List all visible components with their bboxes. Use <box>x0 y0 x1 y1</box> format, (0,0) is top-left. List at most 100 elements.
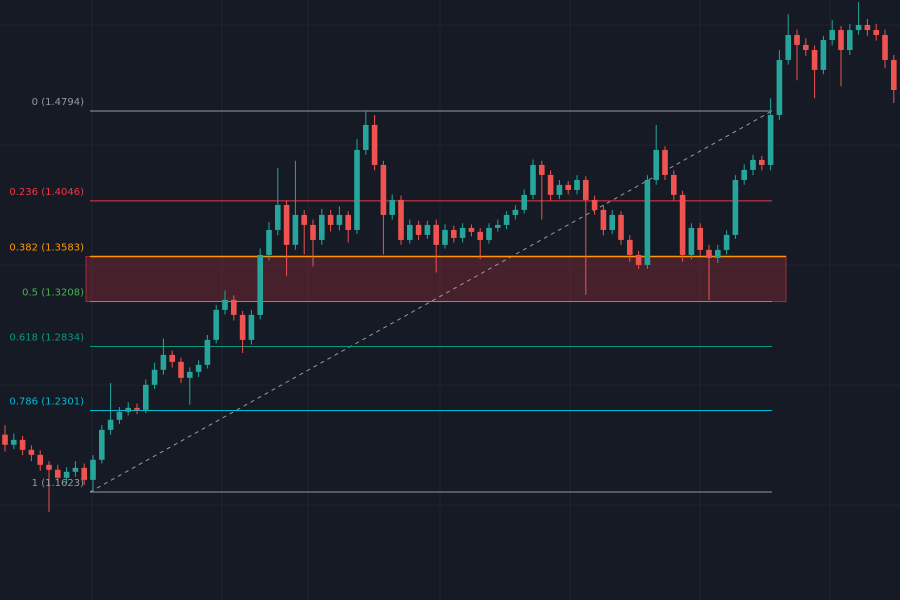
candle-body <box>838 30 844 50</box>
candle-body <box>292 214 299 245</box>
candle-body <box>820 40 827 70</box>
candle-body <box>591 199 598 210</box>
candle-body <box>477 231 483 240</box>
candle-body <box>556 184 563 195</box>
candle-body <box>266 229 272 255</box>
fib-labels: 0 (1.4794) 0.236 (1.4046) 0.382 (1.3583) 0.… <box>9 97 84 489</box>
candle-body <box>750 159 756 170</box>
candle-body <box>275 204 281 230</box>
candle-body <box>99 429 105 460</box>
candle-body <box>565 184 571 190</box>
candle-body <box>380 164 387 215</box>
fib-level-label: 0.5 (1.3208) <box>22 288 84 299</box>
candle-body <box>134 407 140 410</box>
candle-body <box>688 227 695 255</box>
candle-body <box>794 34 800 45</box>
candles <box>2 2 897 512</box>
candle-body <box>37 454 43 465</box>
candle-body <box>811 49 818 70</box>
fib-level-label: 0 (1.4794) <box>32 97 84 108</box>
candle-body <box>847 30 853 50</box>
fib-level-label: 0.382 (1.3583) <box>9 243 84 254</box>
candle-body <box>90 459 96 480</box>
candle-body <box>512 209 519 215</box>
candle-body <box>143 384 149 410</box>
candle-body <box>222 299 228 310</box>
candle-body <box>829 30 835 41</box>
candle-body <box>679 194 686 255</box>
candle-body <box>706 249 712 258</box>
candle-body <box>662 149 668 175</box>
candle-body <box>19 439 26 450</box>
candle-body <box>855 24 862 31</box>
candle-body <box>363 124 369 150</box>
candle-body <box>486 227 492 240</box>
candle-body <box>644 179 651 265</box>
candle-body <box>433 224 439 245</box>
candle-body <box>187 371 193 378</box>
fib-level-label: 0.786 (1.2301) <box>9 397 84 408</box>
candle-body <box>530 164 536 195</box>
candle-body <box>239 314 246 340</box>
candle-body <box>319 214 325 240</box>
candle-body <box>785 34 791 60</box>
candle-body <box>310 224 316 240</box>
candle-body <box>72 467 79 472</box>
candle-body <box>231 299 237 315</box>
candle-body <box>213 309 219 340</box>
candle-body <box>336 214 343 225</box>
candle-body <box>723 234 730 250</box>
candle-body <box>283 204 290 245</box>
candle-body <box>609 214 615 230</box>
candle-body <box>732 179 739 235</box>
candle-body <box>125 407 131 412</box>
candle-body <box>46 464 52 470</box>
candle-body <box>81 467 87 480</box>
candle-body <box>371 124 378 165</box>
candle-body <box>451 229 457 238</box>
candle-body <box>503 214 510 225</box>
candle-body <box>759 159 765 165</box>
candle-body <box>891 59 897 90</box>
candle-body <box>574 179 580 190</box>
candle-body <box>398 199 404 240</box>
candle-body <box>345 214 351 230</box>
candle-body <box>495 224 501 228</box>
candle-body <box>882 34 888 60</box>
fib-level-label: 0.618 (1.2834) <box>9 332 84 343</box>
candle-body <box>521 194 527 210</box>
candle-body <box>671 174 677 195</box>
candle-body <box>803 44 809 50</box>
candle-body <box>169 354 175 362</box>
candle-body <box>151 369 158 385</box>
candle-body <box>741 169 747 180</box>
candle-body <box>767 114 774 165</box>
candle-body <box>600 209 607 230</box>
candle-body <box>301 214 307 225</box>
candle-body <box>116 411 123 420</box>
candle-body <box>424 224 431 235</box>
candle-body <box>178 361 184 378</box>
candle-body <box>442 229 448 245</box>
candle-body <box>864 24 871 31</box>
candle-body <box>547 174 554 195</box>
candle-body <box>63 471 70 478</box>
candle-body <box>468 227 475 232</box>
candle-body <box>107 419 114 430</box>
candle-body <box>627 239 633 255</box>
candle-body <box>653 149 659 180</box>
fib-level-label: 0.236 (1.4046) <box>9 187 84 198</box>
candle-body <box>195 364 202 372</box>
candle-body <box>11 439 17 445</box>
candle-body <box>873 30 879 35</box>
fib-level-label: 1 (1.1623) <box>32 478 84 489</box>
candle-body <box>389 199 395 215</box>
candle-body <box>539 164 545 175</box>
candle-body <box>583 179 589 200</box>
candle-body <box>635 254 642 265</box>
candle-body <box>28 449 35 455</box>
candle-body <box>618 214 624 240</box>
